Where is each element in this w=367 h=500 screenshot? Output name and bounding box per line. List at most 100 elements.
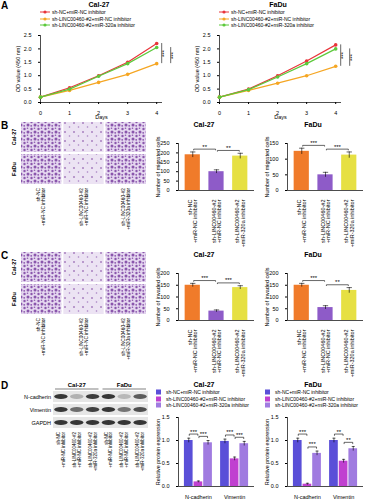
svg-text:sh-NC+miR-NC inhibitor: sh-NC+miR-NC inhibitor: [36, 187, 46, 226]
svg-text:***: ***: [349, 53, 355, 61]
svg-text:N-cadherin: N-cadherin: [294, 494, 321, 500]
svg-text:150: 150: [160, 159, 169, 165]
svg-text:50: 50: [272, 172, 278, 178]
svg-text:FaDu: FaDu: [11, 162, 17, 176]
svg-text:1: 1: [247, 110, 250, 116]
svg-text:Number of invaded cells: Number of invaded cells: [155, 267, 161, 326]
svg-text:sh-LINC00460-#2+miR-NC inhibit: sh-LINC00460-#2+miR-NC inhibitor: [211, 329, 223, 373]
svg-text:50: 50: [163, 178, 169, 184]
svg-text:4: 4: [334, 110, 337, 116]
svg-text:***: ***: [310, 140, 318, 146]
svg-text:***: ***: [161, 49, 167, 57]
svg-text:FaDu: FaDu: [11, 292, 17, 306]
svg-text:sh-NC+miR-NC inhibitor: sh-NC+miR-NC inhibitor: [36, 317, 46, 356]
svg-text:***: ***: [310, 275, 318, 281]
svg-text:1.0: 1.0: [203, 72, 211, 78]
svg-text:sh-LINC00460-#2+miR-NC inhibit: sh-LINC00460-#2+miR-NC inhibitor: [79, 318, 89, 356]
svg-text:***: ***: [236, 431, 244, 437]
svg-text:***: ***: [190, 428, 198, 434]
svg-text:1.0: 1.0: [162, 437, 170, 443]
svg-text:50: 50: [272, 306, 278, 312]
svg-text:sh-LINC00460-#2+miR-NC inhibit: sh-LINC00460-#2+miR-NC inhibitor: [211, 199, 223, 243]
svg-text:N-cadherin: N-cadherin: [24, 394, 51, 400]
svg-text:Cal-27: Cal-27: [68, 382, 87, 388]
svg-text:sh-LINC00460-#2+miR-320a inhib: sh-LINC00460-#2+miR-320a inhibitor: [135, 432, 145, 472]
svg-text:1.0: 1.0: [24, 72, 32, 78]
svg-text:sh-LINC00460-#2+miR-NC inhibit: sh-LINC00460-#2+miR-NC inhibitor: [320, 199, 332, 243]
svg-text:sh-LINC00460-#2+miR-NC inhibit: sh-LINC00460-#2+miR-NC inhibitor: [320, 329, 332, 373]
svg-text:***: ***: [309, 441, 317, 447]
svg-text:sh-LINC00460-#2+miR-320a inhib: sh-LINC00460-#2+miR-320a inhibitor: [343, 329, 355, 377]
svg-text:sh-LINC00460-#2+miR-320a inhib: sh-LINC00460-#2+miR-320a inhibitor: [121, 188, 131, 230]
svg-text:Number of invaded cells: Number of invaded cells: [264, 267, 270, 326]
svg-text:OD value (450 nm): OD value (450 nm): [194, 45, 200, 92]
svg-text:**: **: [202, 144, 207, 150]
svg-text:sh-NC+miR-NC inhibitor: sh-NC+miR-NC inhibitor: [187, 329, 199, 373]
svg-text:0.5: 0.5: [203, 85, 211, 91]
svg-text:**: **: [346, 436, 351, 442]
svg-text:0.0: 0.0: [162, 483, 170, 489]
svg-text:1.5: 1.5: [203, 59, 211, 65]
svg-text:Vimentin: Vimentin: [224, 494, 245, 500]
svg-text:1.5: 1.5: [24, 59, 32, 65]
svg-text:***: ***: [170, 51, 176, 59]
svg-text:0: 0: [275, 317, 278, 323]
svg-text:Days: Days: [95, 113, 108, 119]
svg-text:1.0: 1.0: [271, 437, 279, 443]
svg-text:sh-LINC00460-#2+miR-NC inhibit: sh-LINC00460-#2+miR-NC inhibitor: [72, 432, 82, 468]
svg-text:150: 150: [269, 282, 278, 288]
svg-text:sh-NC+miR-NC inhibitor: sh-NC+miR-NC inhibitor: [187, 199, 199, 243]
svg-text:1: 1: [68, 110, 71, 116]
svg-text:3: 3: [305, 110, 308, 116]
svg-text:**: **: [226, 145, 231, 151]
svg-text:Vimentin: Vimentin: [333, 494, 354, 500]
svg-text:0.0: 0.0: [203, 99, 211, 105]
svg-text:***: ***: [201, 275, 209, 281]
svg-text:sh-NC+miR-NC inhibitor: sh-NC+miR-NC inhibitor: [104, 431, 114, 467]
svg-text:**: **: [336, 428, 341, 434]
svg-text:4: 4: [155, 110, 158, 116]
svg-text:Days: Days: [274, 113, 287, 119]
svg-text:Cal-27: Cal-27: [11, 259, 17, 276]
svg-text:sh-LINC00460-#2+miR-320a inhib: sh-LINC00460-#2+miR-320a inhibitor: [121, 318, 131, 360]
svg-text:sh-NC+miR-NC inhibitor: sh-NC+miR-NC inhibitor: [56, 431, 66, 467]
svg-text:2.0: 2.0: [203, 45, 211, 51]
svg-text:FaDu: FaDu: [117, 382, 132, 388]
svg-text:0.5: 0.5: [24, 85, 32, 91]
svg-text:sh-LINC00460-#2+miR-NC inhibit: sh-LINC00460-#2+miR-NC inhibitor: [79, 188, 89, 226]
svg-text:3: 3: [126, 110, 129, 116]
svg-text:50: 50: [163, 306, 169, 312]
svg-text:Cal-27: Cal-27: [11, 129, 17, 146]
svg-text:0: 0: [166, 317, 169, 323]
svg-text:0.0: 0.0: [24, 99, 32, 105]
svg-text:150: 150: [269, 140, 278, 146]
svg-text:100: 100: [160, 294, 169, 300]
svg-text:Number of migrated cells: Number of migrated cells: [264, 136, 270, 197]
svg-text:***: ***: [334, 144, 342, 150]
svg-text:Number of migrated cells: Number of migrated cells: [155, 136, 161, 197]
svg-text:Relative protein expression: Relative protein expression: [264, 418, 270, 484]
svg-text:200: 200: [160, 150, 169, 156]
svg-text:0: 0: [275, 187, 278, 193]
svg-text:***: ***: [299, 428, 307, 434]
svg-text:OD value (450 nm): OD value (450 nm): [15, 45, 21, 92]
svg-text:***: ***: [225, 277, 233, 283]
svg-text:1.5: 1.5: [162, 414, 170, 420]
svg-text:1.5: 1.5: [271, 414, 279, 420]
svg-text:2.0: 2.0: [24, 45, 32, 51]
svg-text:100: 100: [269, 294, 278, 300]
svg-text:sh-LINC00460-#2+miR-320a inhib: sh-LINC00460-#2+miR-320a inhibitor: [234, 199, 246, 247]
svg-text:**: **: [335, 279, 340, 285]
svg-text:sh-NC+miR-NC inhibitor: sh-NC+miR-NC inhibitor: [296, 329, 308, 373]
svg-text:0: 0: [166, 187, 169, 193]
svg-text:***: ***: [340, 51, 346, 59]
svg-text:200: 200: [160, 270, 169, 276]
svg-text:0: 0: [39, 110, 42, 116]
svg-text:Vimentin: Vimentin: [30, 407, 51, 413]
svg-text:sh-LINC00460-#2+miR-320a inhib: sh-LINC00460-#2+miR-320a inhibitor: [343, 199, 355, 247]
svg-text:0.5: 0.5: [271, 460, 279, 466]
svg-text:sh-NC+miR-NC inhibitor: sh-NC+miR-NC inhibitor: [296, 199, 308, 243]
svg-text:sh-LINC00460-#2+miR-320a inhib: sh-LINC00460-#2+miR-320a inhibitor: [234, 329, 246, 377]
svg-text:150: 150: [160, 282, 169, 288]
svg-text:GAPDH: GAPDH: [31, 420, 51, 426]
